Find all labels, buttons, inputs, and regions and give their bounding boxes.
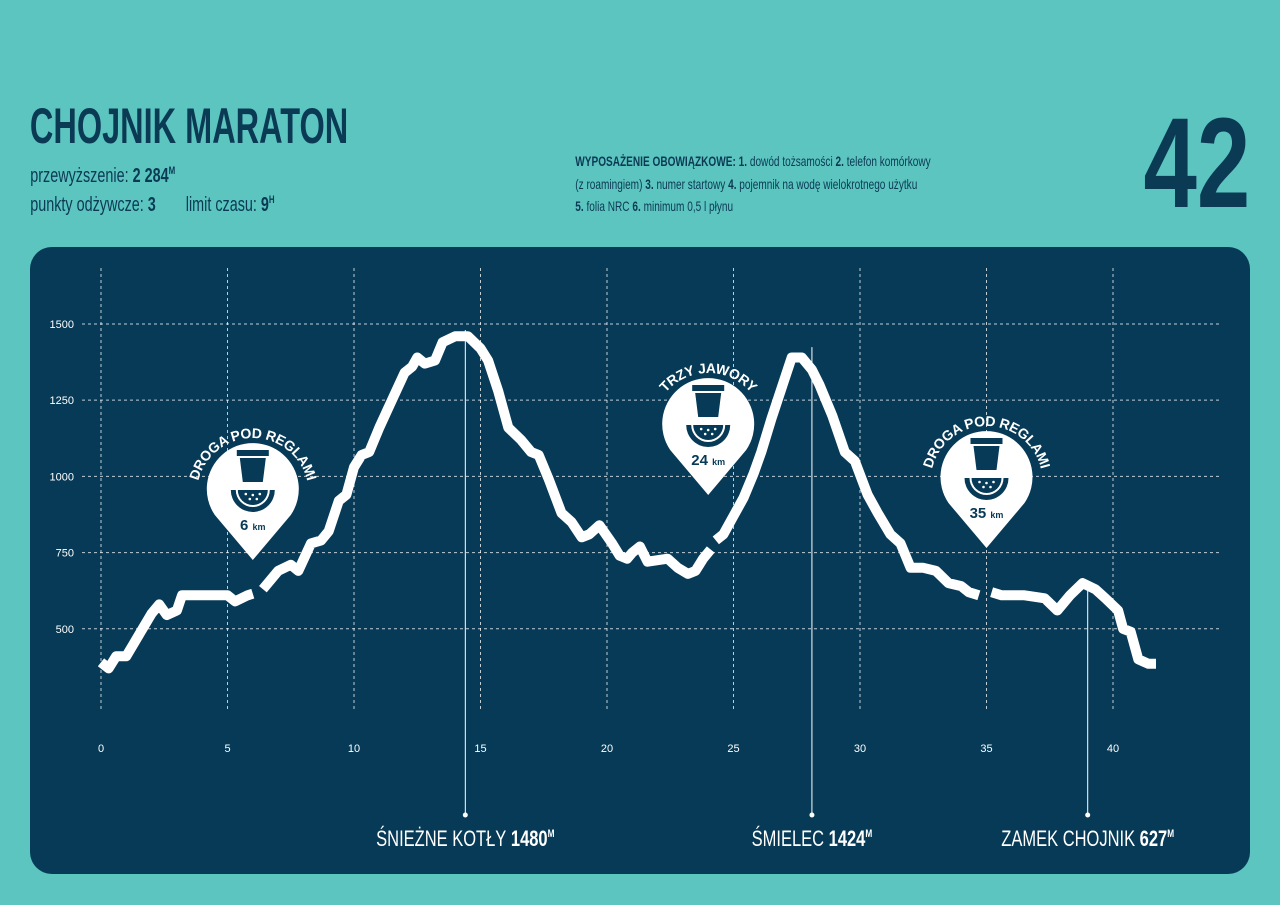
peak-label: ŚNIEŻNE KOTŁY 1480M [376,825,554,852]
aid-km-value: 24 [691,452,708,469]
melon-seed [703,432,707,436]
aid-km: 6 km [240,517,266,534]
leader-dot [1085,812,1091,818]
x-tick-label: 30 [854,743,866,755]
melon-seed [710,432,714,436]
peak-label: ŚMIELEC 1424M [752,825,873,852]
cup-lid [236,450,269,456]
aid-km-value: 6 [240,517,248,534]
aid-km-unit: km [253,522,266,532]
cup-body [239,458,266,482]
stat: przewyższenie: 2 284M [30,164,175,187]
equipment-line: (z roamingiem) 3. numer startowy 4. poje… [575,176,917,192]
x-tick-label: 5 [224,743,230,755]
title: CHOJNIK MARATON [30,98,348,154]
item-text: numer startowy [656,176,726,192]
stat-unit: H [269,194,275,207]
leader-dot [809,812,815,818]
y-tick-label: 1500 [50,319,74,331]
item-num: 6. [632,198,640,214]
y-tick-label: 750 [56,548,74,560]
equipment-line: WYPOSAŻENIE OBOWIĄZKOWE: 1. dowód tożsam… [575,152,931,169]
melon-seed [713,427,717,431]
x-tick-label: 15 [474,743,486,755]
melon-seed [706,428,710,432]
peak-unit: M [1167,828,1174,840]
item-num: 3. [645,176,653,192]
item-text: minimum 0,5 l płynu [644,198,734,214]
stat: punkty odżywcze: 3 [30,193,156,216]
race-number: 42 [1143,92,1250,235]
equipment-heading: WYPOSAŻENIE OBOWIĄZKOWE: [575,152,736,169]
x-tick-label: 40 [1107,743,1119,755]
peak-elevation: 1480 [511,827,548,852]
melon-seed [255,497,259,501]
item-text: dowód tożsamości [750,153,833,169]
peak-label-group: ZAMEK CHOJNIK 627M [1001,827,1174,852]
stat: limit czasu: 9H [186,193,275,216]
stat-label: limit czasu: [186,193,257,216]
item-text: telefon komórkowy [847,153,932,169]
peak-name: ŚNIEŻNE KOTŁY [376,825,506,852]
elevation-line [97,331,1156,674]
equipment: WYPOSAŻENIE OBOWIĄZKOWE: 1. dowód tożsam… [575,152,931,214]
item-text: (z roamingiem) [575,176,642,192]
melon-seed [978,480,981,484]
peak-elevation: 627 [1140,827,1168,852]
y-tick-label: 500 [56,624,74,636]
chart-panel [30,247,1250,874]
aid-km-value: 35 [970,505,987,522]
melon-seed [982,485,985,489]
y-tick-label: 1000 [50,471,74,483]
item-text: pojemnik na wodę wielokrotnego użytku [739,176,917,192]
aid-km: 35 km [970,505,1004,522]
stat-label: punkty odżywcze: [30,193,144,216]
melon-seed [985,481,988,485]
stat-label: przewyższenie: [30,164,128,187]
cup-body [695,393,722,417]
peak-elevation: 1424 [829,827,866,852]
item-num: 2. [836,153,844,169]
peak-name: ŚMIELEC [752,825,824,852]
leader-dot [462,812,468,818]
melon-seed [699,427,703,431]
stat-value: 9 [261,193,269,216]
stats: przewyższenie: 2 284M punkty odżywcze: 3… [30,164,274,216]
aid-km-unit: km [712,457,725,467]
item-num: 5. [575,198,583,214]
y-tick-label: 1250 [50,395,74,407]
peak-name: ZAMEK CHOJNIK [1001,827,1135,852]
melon-seed [992,480,995,484]
x-tick-label: 10 [348,743,360,755]
item-text: folia NRC [586,198,629,214]
cup-lid [692,385,725,391]
peak-label: ZAMEK CHOJNIK 627M [1001,827,1174,852]
peak-unit: M [865,828,872,840]
x-tick-label: 35 [980,743,992,755]
melon-seed [248,497,252,501]
melon-seed [989,485,992,489]
peak-unit: M [548,828,555,840]
peak-label-group: ŚNIEŻNE KOTŁY 1480M [376,825,554,852]
x-tick-label: 0 [98,743,104,755]
stat-unit: M [169,165,176,178]
melon-seed [244,492,248,496]
melon-seed [258,492,262,496]
cup-lid [970,438,1003,444]
stat-value: 3 [148,193,156,216]
item-num: 4. [728,176,736,192]
x-tick-label: 20 [601,743,613,755]
header: CHOJNIK MARATON [30,98,348,154]
peak-label-group: ŚMIELEC 1424M [752,825,873,852]
item-num: 1. [739,153,747,169]
x-tick-label: 25 [727,743,739,755]
race-number-group: 42 [1143,92,1250,235]
aid-km-unit: km [990,510,1003,520]
cup-body [973,446,1000,470]
aid-km: 24 km [691,452,725,469]
equipment-line: 5. folia NRC 6. minimum 0,5 l płynu [575,198,733,214]
stat-value: 2 284 [133,164,169,187]
melon-seed [251,493,255,497]
